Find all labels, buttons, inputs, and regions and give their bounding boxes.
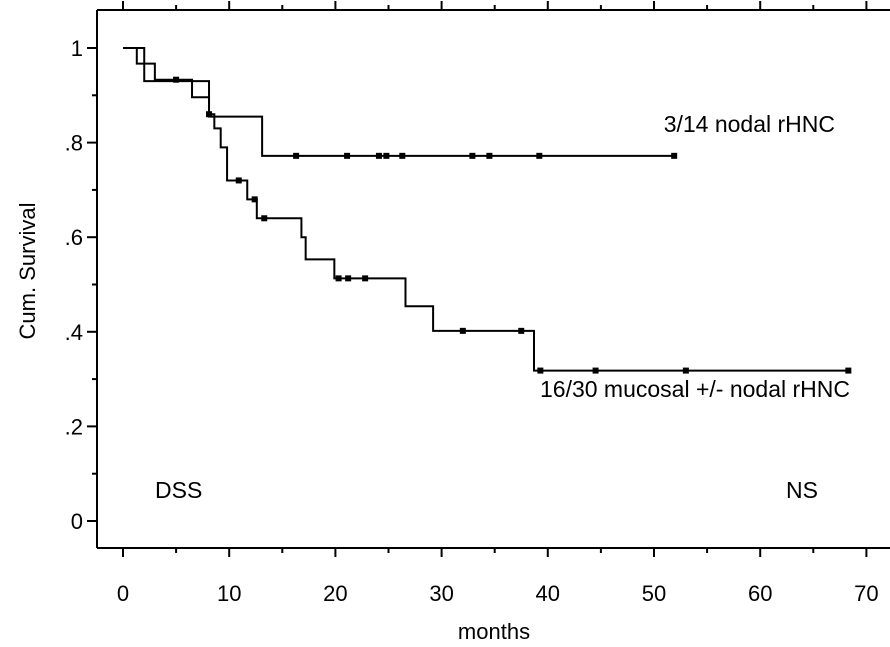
censor-mark bbox=[845, 367, 852, 374]
censor-mark bbox=[536, 152, 543, 159]
censor-mark bbox=[344, 152, 351, 159]
x-axis-label: months bbox=[458, 619, 530, 644]
censor-mark bbox=[375, 152, 382, 159]
x-tick-label: 50 bbox=[642, 581, 666, 606]
censor-mark bbox=[592, 367, 599, 374]
y-tick-label: .4 bbox=[65, 320, 83, 345]
censor-mark bbox=[486, 152, 493, 159]
y-tick-label: .8 bbox=[65, 131, 83, 156]
series-label-nodal: 3/14 nodal rHNC bbox=[664, 111, 835, 137]
censor-mark bbox=[383, 152, 390, 159]
censor-mark bbox=[235, 177, 242, 184]
censor-mark bbox=[335, 275, 342, 282]
censor-mark bbox=[251, 196, 258, 203]
censor-mark bbox=[293, 152, 300, 159]
series-group bbox=[123, 47, 852, 374]
censor-mark bbox=[518, 327, 525, 334]
censor-mark bbox=[345, 275, 352, 282]
x-tick-label: 0 bbox=[117, 581, 129, 606]
y-axis: 0 .2 .4 .6 .8 1 bbox=[65, 36, 97, 534]
censor-mark bbox=[537, 367, 544, 374]
censor-mark bbox=[671, 152, 678, 159]
x-tick-label: 30 bbox=[429, 581, 453, 606]
dss-label: DSS bbox=[155, 477, 202, 503]
series-line-0 bbox=[123, 47, 675, 157]
x-tick-label: 10 bbox=[217, 581, 241, 606]
censor-mark bbox=[362, 275, 369, 282]
censor-mark bbox=[206, 111, 213, 118]
series-label-mucosal: 16/30 mucosal +/- nodal rHNC bbox=[540, 376, 850, 402]
y-tick-label: .2 bbox=[65, 414, 83, 439]
y-tick-label: 0 bbox=[71, 509, 83, 534]
x-tick-label: 40 bbox=[536, 581, 560, 606]
y-tick-label: 1 bbox=[71, 36, 83, 61]
x-axis: 0 10 20 30 40 50 60 70 bbox=[117, 1, 879, 606]
ns-label: NS bbox=[786, 477, 818, 503]
censor-mark bbox=[469, 152, 476, 159]
censor-mark bbox=[459, 327, 466, 334]
censor-mark bbox=[173, 76, 180, 83]
x-tick-label: 60 bbox=[748, 581, 772, 606]
series-line-1 bbox=[123, 47, 849, 372]
censor-mark bbox=[682, 367, 689, 374]
y-axis-label: Cum. Survival bbox=[15, 203, 40, 340]
x-tick-label: 20 bbox=[323, 581, 347, 606]
censor-mark bbox=[399, 152, 406, 159]
censor-mark bbox=[261, 215, 268, 222]
plot-frame bbox=[96, 9, 890, 549]
y-tick-label: .6 bbox=[65, 225, 83, 250]
x-tick-label: 70 bbox=[854, 581, 878, 606]
